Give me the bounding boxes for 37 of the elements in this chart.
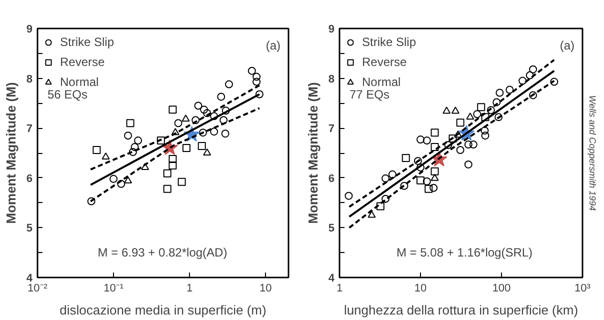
x-tick-label: 10³ xyxy=(574,282,591,294)
y-tick-label: 9 xyxy=(328,24,335,36)
x-tick-label: 10⁻¹ xyxy=(104,282,124,294)
y-axis-title: Moment Magnitude (M) xyxy=(3,82,18,224)
legend-label: Strike Slip xyxy=(362,35,416,49)
y-tick-label: 6 xyxy=(328,172,335,185)
y-tick-label: 6 xyxy=(26,172,33,185)
annotation: 56 EQs xyxy=(48,88,88,102)
x-axis-title: dislocazione media in superficie (m) xyxy=(60,302,266,318)
x-axis-title: lunghezza della rottura in superficie (km) xyxy=(344,302,578,318)
legend-label: Reverse xyxy=(60,55,105,69)
x-tick-label: 10⁻² xyxy=(28,282,48,294)
y-tick-label: 7 xyxy=(26,123,33,136)
text: Wells and Coppersmith 1994 xyxy=(588,95,598,211)
y-tick-label: 8 xyxy=(26,73,33,86)
x-tick-label: 10 xyxy=(414,282,427,294)
y-tick-label: 4 xyxy=(26,272,34,284)
x-tick-label: 1 xyxy=(186,282,193,294)
y-tick-label: 5 xyxy=(26,222,33,235)
x-tick-label: 10 xyxy=(259,282,272,294)
x-tick-label: 1 xyxy=(336,282,343,294)
legend-label: Reverse xyxy=(362,55,407,69)
y-tick-label: 8 xyxy=(328,73,335,86)
y-axis-title: Moment Magnitude (M) xyxy=(305,82,320,224)
y-tick-label: 5 xyxy=(328,222,335,235)
y-tick-label: 7 xyxy=(328,123,335,136)
annotation: 77 EQs xyxy=(350,88,390,102)
legend-label: Normal xyxy=(60,75,99,89)
annotation: (a) xyxy=(266,38,281,52)
x-tick-label: 100 xyxy=(492,282,511,294)
y-tick-label: 4 xyxy=(328,272,336,284)
y-tick-label: 9 xyxy=(26,24,33,36)
legend-label: Strike Slip xyxy=(60,35,114,49)
annotation: M = 6.93 + 0.82*log(AD) xyxy=(98,246,228,260)
annotation: M = 5.08 + 1.16*log(SRL) xyxy=(396,246,533,260)
legend-label: Normal xyxy=(362,75,401,89)
annotation: (a) xyxy=(560,38,575,52)
